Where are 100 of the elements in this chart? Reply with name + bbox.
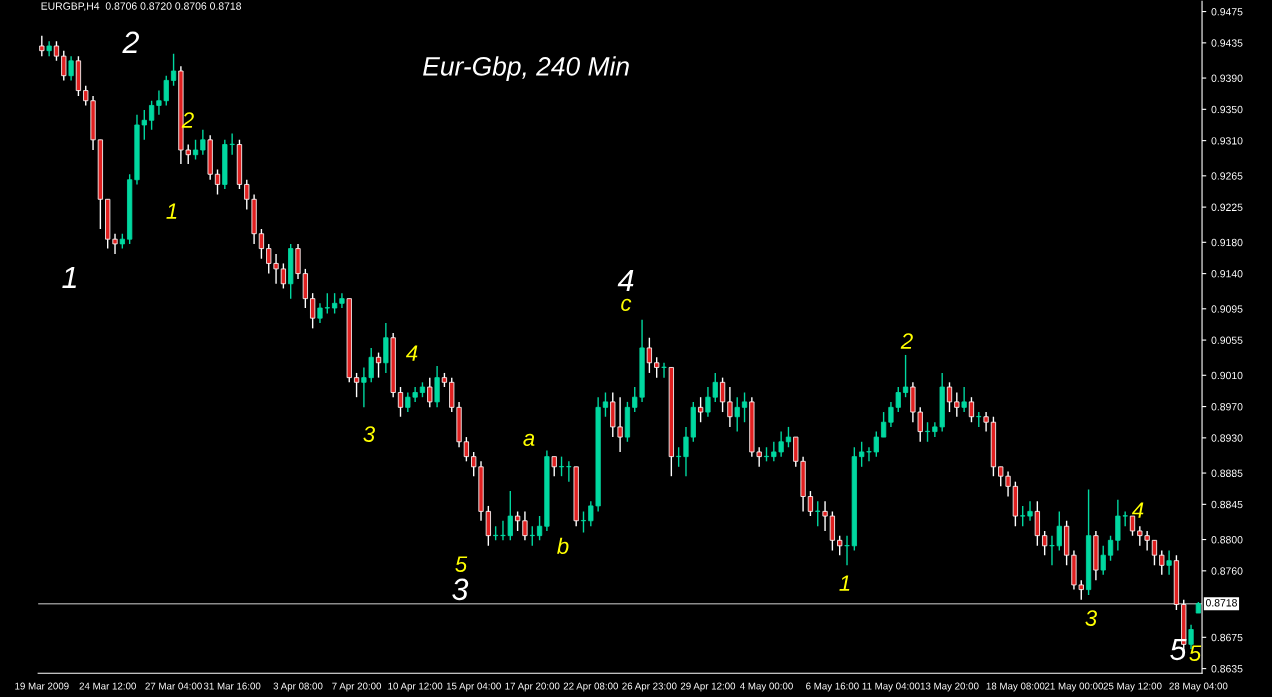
- candlestick: [983, 411, 989, 433]
- candlestick: [149, 100, 155, 131]
- candlestick: [522, 510, 528, 542]
- x-tick-label: 15 Apr 04:00: [446, 682, 501, 692]
- x-tick-label: 27 Mar 04:00: [145, 682, 202, 690]
- candlestick: [214, 168, 221, 196]
- annotation: 5: [455, 556, 468, 572]
- y-tick-label: 0.8845: [1211, 500, 1243, 509]
- x-tick-label: 19 Mar 2009: [15, 682, 69, 690]
- candlestick: [536, 515, 543, 542]
- candlestick: [200, 128, 206, 156]
- text: Eur-Gbp, 240 Min: [423, 56, 629, 81]
- candlestick: [566, 460, 572, 483]
- candlestick: [1151, 539, 1158, 567]
- x-tick-label: 6 May 16:00: [806, 682, 859, 692]
- candlestick: [968, 396, 975, 423]
- candlestick: [397, 386, 404, 418]
- candlestick: [1107, 534, 1114, 562]
- candlestick: [53, 40, 60, 62]
- candlestick: [558, 455, 565, 477]
- candlestick: [698, 396, 704, 423]
- candlestick: [1042, 530, 1048, 556]
- candlestick: [881, 411, 887, 438]
- candlestick: [661, 362, 667, 379]
- candlestick: [1159, 549, 1165, 576]
- y-tick-label: 0.9225: [1211, 203, 1243, 211]
- candlestick: [785, 426, 792, 448]
- annotation: 3: [1085, 610, 1097, 626]
- annotation: EURGBP,H4 0.8706 0.8720 0.8706 0.8718: [41, 2, 242, 11]
- x-tick-label: 22 Apr 08:00: [563, 682, 619, 692]
- y-tick-label: 0.8800: [1211, 536, 1243, 544]
- annotation: 1: [839, 575, 850, 591]
- y-tick-label: 0.9435: [1211, 39, 1243, 47]
- x-tick-label: 7 Apr 20:00: [332, 682, 382, 692]
- y-tick-label: 0.9010: [1211, 371, 1243, 380]
- x-tick-label: 29 Apr 12:00: [680, 682, 736, 692]
- candlestick: [280, 262, 286, 290]
- candlestick: [602, 391, 609, 418]
- x-tick-label: 13 May 20:00: [920, 682, 979, 692]
- candlestick: [427, 376, 433, 409]
- annotation: 2: [900, 333, 913, 349]
- candlestick: [580, 510, 587, 534]
- y-tick-label: 0.9055: [1211, 336, 1243, 344]
- y-tick-label: 0.9310: [1211, 137, 1243, 145]
- candlestick: [1100, 545, 1106, 576]
- candlestick: [837, 534, 843, 556]
- y-tick-label: 0.9140: [1211, 270, 1243, 278]
- annotation: b: [557, 537, 569, 554]
- annotation: 1: [166, 203, 177, 219]
- x-tick-label: 18 May 08:00: [986, 682, 1045, 692]
- annotation: 4: [617, 269, 634, 291]
- annotation: 5: [1170, 638, 1187, 661]
- y-tick-label: 0.9265: [1211, 172, 1243, 180]
- candlestick: [529, 525, 535, 547]
- candlestick: [61, 49, 67, 82]
- candlestick: [954, 391, 960, 418]
- x-tick-label: 21 May 00:00: [1044, 682, 1104, 692]
- candlestick: [807, 490, 814, 517]
- y-tick-label: 0.9095: [1211, 305, 1243, 313]
- ref-line-label: 0.8718: [1205, 599, 1237, 607]
- x-tick-label: 3 Apr 08:00: [273, 682, 323, 692]
- candlestick: [353, 372, 360, 398]
- candlestick: [463, 436, 469, 463]
- candlestick: [646, 337, 652, 374]
- x-tick-label: 4 May 00:00: [739, 682, 793, 692]
- candlestick: [815, 500, 821, 527]
- x-tick-label: 24 Mar 12:00: [79, 682, 136, 690]
- candlestick: [822, 500, 828, 532]
- y-tick-label: 0.8970: [1211, 403, 1243, 411]
- x-tick-label: 10 Apr 12:00: [388, 682, 443, 692]
- candlestick: [515, 510, 521, 532]
- candlestick: [1166, 549, 1172, 576]
- x-tick-label: 17 Apr 20:00: [505, 682, 560, 692]
- y-tick-label: 0.8760: [1211, 567, 1243, 575]
- annotation: 3: [452, 578, 469, 601]
- annotation: a: [523, 433, 535, 446]
- x-tick-label: 11 May 04:00: [862, 682, 920, 692]
- candlestick: [741, 391, 748, 423]
- candlestick: [258, 228, 265, 260]
- y-tick-label: 0.8635: [1211, 665, 1243, 673]
- x-tick-label: 31 Mar 16:00: [203, 682, 261, 690]
- annotation: c: [621, 298, 632, 311]
- candlestick: [375, 351, 382, 379]
- candlestick: [727, 386, 733, 428]
- candlestick: [734, 396, 740, 433]
- x-tick-label: 28 May 04:00: [1169, 682, 1228, 692]
- y-tick-label: 0.9350: [1211, 105, 1243, 114]
- candlestick: [654, 356, 660, 379]
- annotation: 1: [62, 266, 76, 288]
- annotation: 2: [122, 31, 140, 53]
- candlestick: [170, 53, 177, 87]
- candlestick: [946, 381, 953, 413]
- candlestick: [719, 376, 726, 413]
- candlestick: [192, 139, 199, 161]
- candlestick: [902, 354, 909, 398]
- y-tick-label: 0.8675: [1211, 633, 1243, 642]
- y-tick-label: 0.9180: [1211, 238, 1243, 247]
- candlestick: [39, 35, 45, 57]
- candlestick: [551, 455, 557, 477]
- annotation: 4: [405, 345, 418, 361]
